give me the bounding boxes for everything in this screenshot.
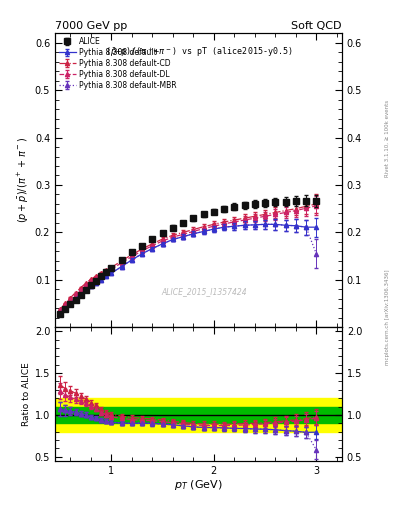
- Bar: [55, 398, 342, 432]
- Text: ($\bar{p}$+p)/($\pi^+$+$\pi^-$) vs pT (alice2015-y0.5): ($\bar{p}$+p)/($\pi^+$+$\pi^-$) vs pT (a…: [105, 45, 292, 59]
- Text: Soft QCD: Soft QCD: [292, 20, 342, 31]
- Legend: ALICE, Pythia 8.308 default, Pythia 8.308 default-CD, Pythia 8.308 default-DL, P: ALICE, Pythia 8.308 default, Pythia 8.30…: [57, 35, 178, 91]
- Text: 7000 GeV pp: 7000 GeV pp: [55, 20, 127, 31]
- Text: ALICE_2015_I1357424: ALICE_2015_I1357424: [162, 287, 247, 296]
- Text: Rivet 3.1.10, ≥ 100k events: Rivet 3.1.10, ≥ 100k events: [385, 100, 389, 177]
- Bar: [55, 407, 342, 423]
- Y-axis label: $(p + \bar{p})/(\pi^+ + \pi^-)$: $(p + \bar{p})/(\pi^+ + \pi^-)$: [15, 137, 31, 223]
- Y-axis label: Ratio to ALICE: Ratio to ALICE: [22, 362, 31, 426]
- X-axis label: $p_T$ (GeV): $p_T$ (GeV): [174, 478, 223, 493]
- Text: mcplots.cern.ch [arXiv:1306.3436]: mcplots.cern.ch [arXiv:1306.3436]: [385, 270, 389, 365]
